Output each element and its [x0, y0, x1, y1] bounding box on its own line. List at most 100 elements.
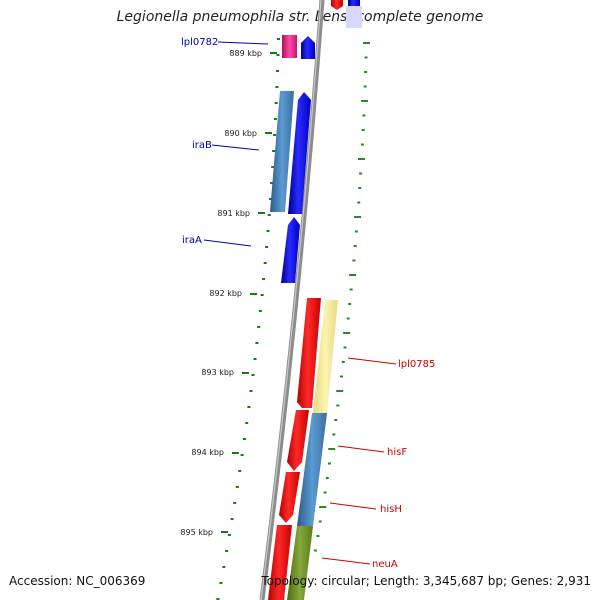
- label-leader-iraa: [203, 239, 252, 247]
- track-dot: [318, 520, 322, 523]
- minor-tick: [270, 182, 274, 184]
- track-dot: [352, 259, 356, 262]
- minor-tick: [272, 150, 276, 152]
- track-dot: [357, 201, 361, 204]
- minor-tick: [260, 294, 264, 296]
- accession-label: Accession: NC_006369: [9, 574, 146, 588]
- gene-label-lpl0782[interactable]: lpl0782: [181, 37, 218, 48]
- gene-feature-irab-blue[interactable]: [288, 92, 311, 214]
- track-dot: [358, 187, 362, 189]
- minor-tick: [269, 198, 272, 200]
- track-dot: [336, 404, 340, 407]
- major-tick-895: [221, 531, 228, 533]
- track-dot: [336, 390, 344, 392]
- gene-label-hisf[interactable]: hisF: [387, 447, 407, 458]
- minor-tick: [262, 278, 266, 280]
- track-dot: [362, 114, 366, 117]
- gene-feature-iraa-blue[interactable]: [281, 217, 300, 283]
- gene-feature-top-red[interactable]: [331, 0, 343, 10]
- track-dot: [334, 419, 338, 421]
- gene-feature-top-lavender[interactable]: [346, 6, 362, 28]
- gene-feature-neua-red[interactable]: [268, 525, 292, 600]
- track-dot: [343, 346, 347, 349]
- minor-tick: [273, 118, 277, 120]
- minor-tick: [222, 566, 226, 568]
- minor-tick: [253, 358, 257, 360]
- tick-label-889: 889 kbp: [229, 49, 262, 58]
- major-tick-889: [270, 52, 277, 54]
- tick-label-894: 894 kbp: [191, 448, 224, 457]
- gene-feature-neua-olive[interactable]: [287, 526, 313, 600]
- minor-tick: [235, 486, 239, 488]
- track-dot: [359, 172, 363, 175]
- minor-tick: [243, 438, 246, 440]
- tick-label-890: 890 kbp: [224, 129, 257, 138]
- track-dot: [354, 230, 358, 233]
- track-dot: [325, 477, 329, 479]
- tick-label-895: 895 kbp: [180, 528, 213, 537]
- minor-tick: [225, 550, 229, 552]
- minor-tick: [271, 166, 275, 168]
- minor-tick: [263, 262, 267, 264]
- track-dot: [328, 448, 336, 450]
- gene-feature-hish-red[interactable]: [279, 472, 300, 523]
- gene-feature-top-blue[interactable]: [348, 0, 360, 6]
- minor-tick: [245, 422, 249, 424]
- minor-tick: [219, 582, 223, 584]
- major-tick-893: [242, 372, 249, 374]
- minor-tick: [277, 38, 280, 40]
- track-dot: [328, 462, 331, 465]
- minor-tick: [249, 390, 253, 392]
- track-dot: [360, 143, 364, 146]
- gene-label-hish[interactable]: hisH: [380, 504, 402, 515]
- major-tick-894: [232, 452, 239, 454]
- track-dot: [353, 245, 357, 247]
- gene-label-iraa[interactable]: iraA: [182, 235, 202, 246]
- gene-label-irab[interactable]: iraB: [192, 140, 212, 151]
- gene-feature-lpl0785-red[interactable]: [297, 298, 321, 408]
- genome-summary: Topology: circular; Length: 3,345,687 bp…: [261, 574, 591, 588]
- gc-track-right: [313, 42, 370, 552]
- track-dot: [343, 332, 351, 334]
- major-tick-891: [258, 212, 265, 214]
- gene-feature-irab-steel[interactable]: [270, 91, 294, 212]
- minor-tick: [273, 134, 277, 136]
- gene-label-lpl0785[interactable]: lpl0785: [398, 359, 435, 370]
- gene-feature-lpl0782-magenta[interactable]: [282, 35, 297, 58]
- gene-feature-lpl0785-yellow[interactable]: [313, 300, 338, 413]
- track-dot: [364, 56, 368, 59]
- gene-label-neua[interactable]: neuA: [372, 559, 398, 570]
- track-dot: [361, 100, 368, 102]
- gene-feature-lpl0782-blue[interactable]: [301, 36, 315, 59]
- minor-tick: [227, 534, 231, 536]
- track-dot: [361, 129, 365, 131]
- label-leader-hisf: [337, 445, 385, 453]
- track-dot: [363, 85, 367, 88]
- backbone-line: [259, 0, 325, 600]
- tick-label-891: 891 kbp: [217, 209, 250, 218]
- track-dot: [349, 274, 357, 276]
- gene-feature-hisf-red[interactable]: [287, 410, 309, 471]
- track-dot: [323, 491, 327, 494]
- minor-tick: [276, 54, 280, 56]
- track-dot: [364, 71, 368, 73]
- track-dot: [358, 158, 365, 160]
- tick-label-892: 892 kbp: [209, 289, 242, 298]
- tick-ruler-left: [216, 38, 280, 600]
- track-dot: [349, 288, 353, 291]
- major-tick-892: [250, 293, 257, 295]
- minor-tick: [265, 246, 269, 248]
- tick-label-group: 889 kbp 890 kbp 891 kbp 892 kbp 893 kbp …: [180, 49, 277, 537]
- track-dot: [346, 317, 350, 320]
- minor-tick: [247, 406, 251, 408]
- minor-tick: [275, 86, 279, 88]
- minor-tick: [251, 374, 255, 376]
- minor-tick: [266, 230, 270, 232]
- gene-feature-hisf-steel[interactable]: [297, 413, 327, 526]
- track-dot: [316, 535, 320, 537]
- track-dot: [340, 375, 343, 378]
- backbone-highlight: [260, 0, 322, 600]
- tick-label-893: 893 kbp: [201, 368, 234, 377]
- track-dot: [363, 42, 370, 44]
